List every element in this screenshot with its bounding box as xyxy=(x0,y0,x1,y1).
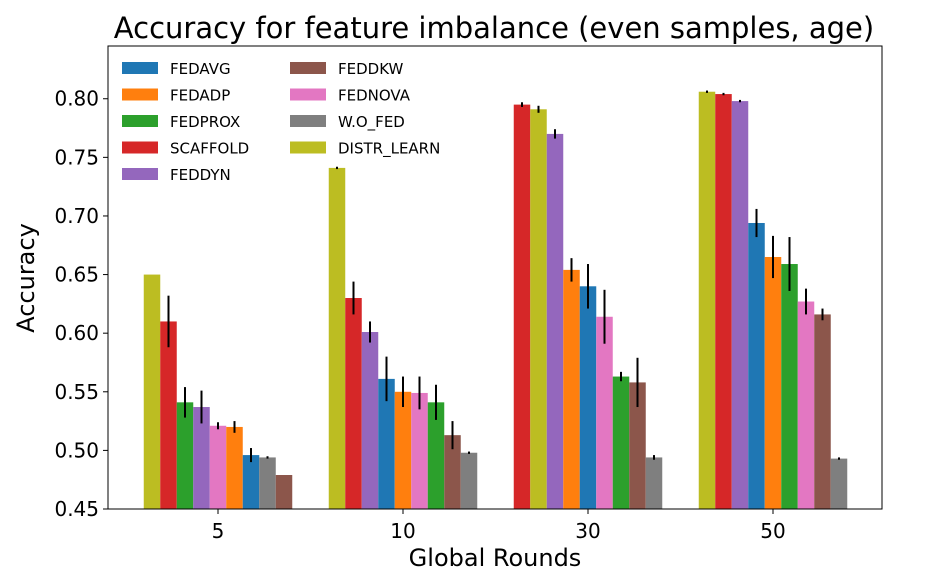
plot-frame xyxy=(107,45,883,510)
x-tick-label: 10 xyxy=(390,519,415,543)
y-tick-label: 0.50 xyxy=(54,438,99,462)
legend-item-scaffold: SCAFFOLD xyxy=(122,140,249,158)
bar-fednova-10 xyxy=(411,392,428,509)
bar-fednova-50 xyxy=(797,301,815,509)
legend-label: W.O_FED xyxy=(338,113,405,132)
x-tick-label: 50 xyxy=(760,519,785,543)
bar-fedadp-5 xyxy=(226,426,243,509)
legend-swatch xyxy=(122,168,158,180)
bar-fednova-5 xyxy=(209,425,227,509)
legend-label: DISTR_LEARN xyxy=(338,140,440,159)
bar-feddkw-50 xyxy=(814,314,831,509)
bar-fedprox-5 xyxy=(176,402,194,509)
bar-feddyn-5 xyxy=(193,407,210,509)
bar-feddyn-30 xyxy=(546,133,564,510)
legend-label: FEDDKW xyxy=(338,60,404,78)
y-tick-label: 0.65 xyxy=(54,263,99,287)
legend-swatch xyxy=(122,88,158,101)
bar-fedprox-50 xyxy=(781,264,798,509)
bar-feddkw-30 xyxy=(629,382,646,509)
x-tick-label: 30 xyxy=(575,519,600,543)
bar-fedadp-30 xyxy=(563,269,580,509)
bar-fedadp-10 xyxy=(394,391,412,509)
bar-fedavg-50 xyxy=(748,222,765,509)
bar-distr-learn-50 xyxy=(698,91,716,509)
bar-w-o-fed-5 xyxy=(259,457,276,509)
bar-fedavg-10 xyxy=(378,378,395,509)
bar-scaffold-5 xyxy=(160,321,177,509)
legend-swatch xyxy=(290,115,326,127)
bar-fedadp-50 xyxy=(764,256,782,509)
bar-feddkw-5 xyxy=(275,475,293,509)
legend-label: FEDDYN xyxy=(170,166,231,184)
legend-label: FEDADP xyxy=(170,87,230,105)
bar-fedavg-30 xyxy=(579,286,597,509)
legend-swatch xyxy=(122,62,158,74)
legend-swatch xyxy=(122,141,158,154)
y-tick-label: 0.55 xyxy=(54,380,99,404)
legend-swatch xyxy=(122,115,158,127)
bars-layer xyxy=(143,91,848,510)
legend-item-distr-learn: DISTR_LEARN xyxy=(290,140,440,159)
chart-title: Accuracy for feature imbalance (even sam… xyxy=(114,11,874,45)
y-tick-label: 0.70 xyxy=(54,204,99,228)
bar-fednova-30 xyxy=(596,316,613,509)
legend-item-feddkw: FEDDKW xyxy=(290,60,404,78)
y-axis-label: Accuracy xyxy=(12,223,40,333)
bar-scaffold-10 xyxy=(345,298,362,509)
legend-label: SCAFFOLD xyxy=(170,140,249,158)
legend-swatch xyxy=(290,62,326,74)
legend-label: FEDNOVA xyxy=(338,87,411,105)
y-axis: 0.45 0.50 0.55 0.60 0.65 0.70 0.75 0.80 xyxy=(54,87,108,521)
bar-fedprox-30 xyxy=(612,376,630,509)
bar-fedavg-5 xyxy=(242,455,260,509)
legend-swatch xyxy=(290,88,326,101)
bar-fedprox-10 xyxy=(427,402,445,509)
y-tick-label: 0.45 xyxy=(54,497,99,521)
y-tick-label: 0.80 xyxy=(54,87,99,111)
legend-item-fedavg: FEDAVG xyxy=(122,60,231,78)
x-tick-label: 5 xyxy=(212,519,225,543)
bar-feddkw-10 xyxy=(444,435,461,509)
legend-item-fednova: FEDNOVA xyxy=(290,87,411,105)
x-axis: 5 10 30 50 xyxy=(212,509,786,543)
bar-distr-learn-30 xyxy=(530,109,547,509)
y-tick-label: 0.60 xyxy=(54,321,99,345)
y-tick-label: 0.75 xyxy=(54,145,99,169)
bar-distr-learn-10 xyxy=(328,167,346,509)
bar-scaffold-30 xyxy=(513,104,531,509)
bar-feddyn-10 xyxy=(361,332,379,509)
legend-item-w-o-fed: W.O_FED xyxy=(290,113,405,132)
x-axis-label: Global Rounds xyxy=(409,544,582,572)
legend-item-fedadp: FEDADP xyxy=(122,87,230,105)
legend-swatch xyxy=(290,141,326,154)
error-bars-layer xyxy=(167,90,840,463)
bar-w-o-fed-50 xyxy=(830,458,848,509)
legend-item-fedprox: FEDPROX xyxy=(122,113,240,131)
bar-w-o-fed-30 xyxy=(645,457,663,509)
legend-item-feddyn: FEDDYN xyxy=(122,166,231,184)
bar-scaffold-50 xyxy=(715,94,732,509)
bar-w-o-fed-10 xyxy=(460,452,478,509)
bar-distr-learn-5 xyxy=(143,274,161,509)
legend-label: FEDPROX xyxy=(170,113,240,131)
legend: FEDAVG FEDADP FEDPROX SCAFFOLD FEDDYN FEDDKW F… xyxy=(122,60,440,184)
bar-feddyn-50 xyxy=(731,101,749,510)
legend-label: FEDAVG xyxy=(170,60,231,78)
